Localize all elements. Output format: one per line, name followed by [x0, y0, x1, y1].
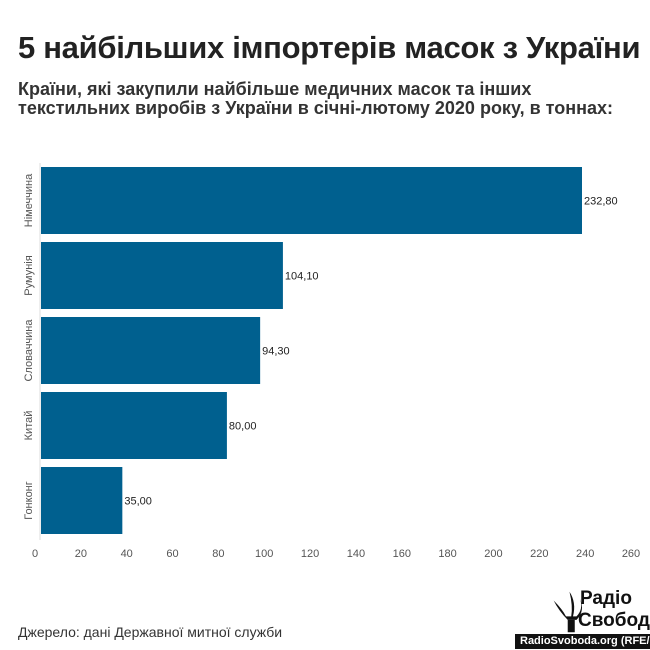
bar-1: [41, 242, 283, 309]
category-label: Румунія: [23, 255, 35, 295]
x-tick-label: 120: [301, 548, 319, 560]
category-label: Китай: [23, 411, 35, 441]
credit-label: RadioSvoboda.org (RFE/RL): [515, 634, 650, 649]
category-label: Словаччина: [23, 319, 35, 382]
logo-name-line1: Радіо: [580, 588, 632, 609]
bar-0: [41, 167, 582, 234]
bar-4: [41, 467, 123, 534]
x-tick-label: 40: [121, 548, 133, 560]
category-label: Німеччина: [23, 173, 35, 227]
x-tick-label: 20: [75, 548, 87, 560]
x-tick-label: 60: [166, 548, 178, 560]
x-tick-label: 180: [438, 548, 456, 560]
bar-chart: 0 20 40 60 80 100 120 140 160 180 200 220 240 260 232,…: [23, 163, 640, 560]
category-label: Гонконг: [23, 481, 35, 520]
x-tick-label: 200: [484, 548, 502, 560]
bar-3: [41, 392, 227, 459]
logo-name-line2: Свобода: [578, 610, 650, 631]
chart-title: 5 найбільших імпортерів масок з України: [18, 30, 641, 65]
bar-2: [41, 317, 261, 384]
bar-value-label: 104,10: [285, 271, 319, 283]
x-tick-label: 220: [530, 548, 548, 560]
source-note: Джерело: дані Державної митної служби: [18, 624, 283, 640]
bar-value-label: 94,30: [262, 346, 290, 358]
x-tick-label: 100: [255, 548, 273, 560]
x-tick-label: 140: [347, 548, 365, 560]
x-tick-label: 80: [212, 548, 224, 560]
x-tick-label: 260: [622, 548, 640, 560]
bar-value-label: 80,00: [229, 421, 257, 433]
bar-value-label: 35,00: [124, 496, 152, 508]
x-tick-label: 160: [393, 548, 411, 560]
x-tick-label: 0: [32, 548, 38, 560]
radio-svoboda-logo-icon: [553, 591, 583, 633]
bar-value-label: 232,80: [584, 196, 618, 208]
chart-subtitle: Країни, які закупили найбільше медичних …: [18, 79, 614, 118]
x-tick-label: 240: [576, 548, 594, 560]
